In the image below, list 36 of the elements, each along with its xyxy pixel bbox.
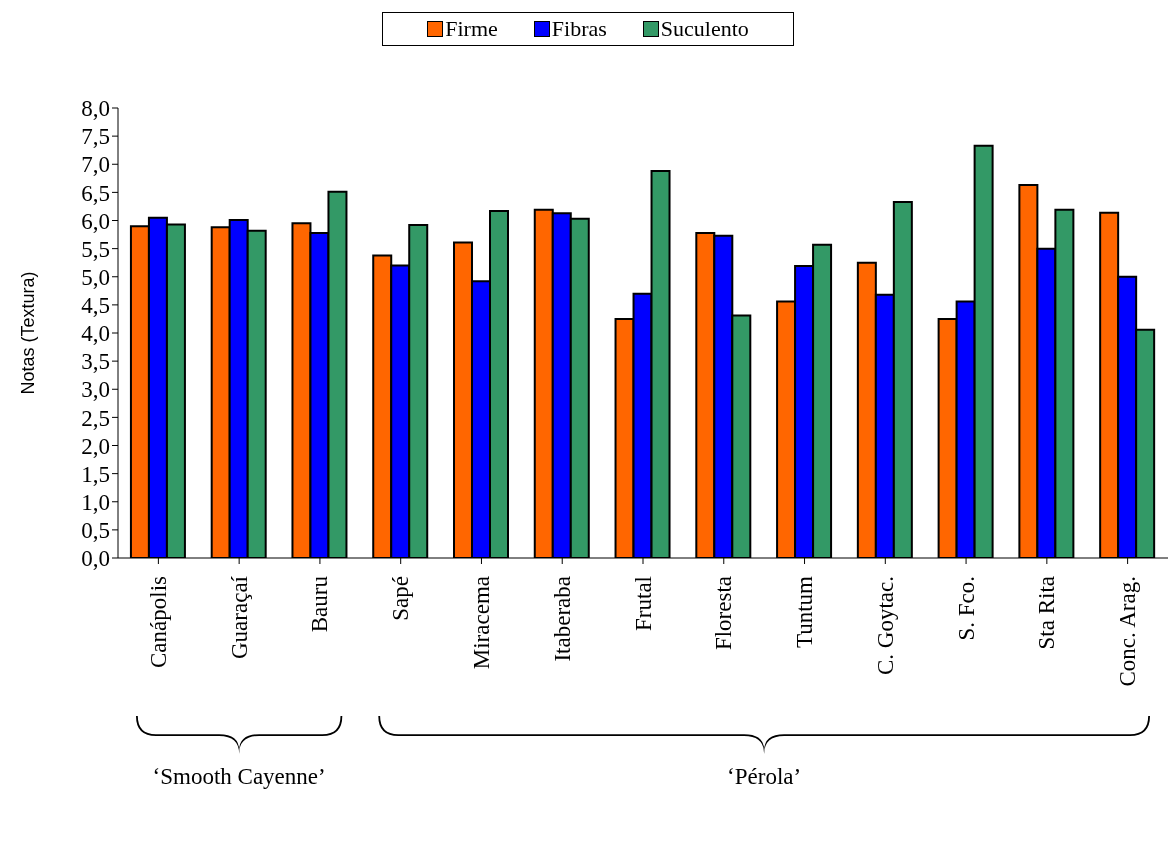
y-tick-label: 7,5 (81, 124, 110, 150)
legend-label: Fibras (551, 16, 607, 42)
x-tick-label: Floresta (711, 576, 737, 651)
y-tick-label: 2,5 (81, 405, 110, 431)
y-tick-label: 6,0 (81, 208, 110, 234)
y-axis-title: Notas (Textura) (18, 271, 39, 395)
y-tick-label: 7,0 (81, 152, 110, 178)
y-tick-label: 4,5 (81, 293, 110, 319)
x-tick-label: Sta Rita (1034, 576, 1060, 650)
x-tick-label: Canápolis (145, 575, 171, 668)
x-tick-label: S. Fco. (953, 576, 979, 641)
legend-label: Firme (445, 16, 498, 42)
x-tick-label: Itaberaba (549, 576, 575, 662)
x-tick-label: Guaraçaí (226, 575, 252, 659)
y-tick-label: 5,0 (81, 264, 110, 290)
y-tick-label: 6,5 (81, 180, 110, 206)
y-tick-label: 5,5 (81, 236, 110, 262)
y-tick-label: 4,0 (81, 321, 110, 347)
y-tick-label: 3,0 (81, 377, 110, 403)
y-tick-label: 1,0 (81, 489, 110, 515)
text: ‘Pérola’ (727, 764, 802, 789)
x-tick-label: Tuntum (792, 575, 818, 649)
y-tick-label: 0,5 (81, 518, 110, 544)
x-tick-label: Sapé (388, 576, 414, 621)
y-tick-label: 2,0 (81, 433, 110, 459)
x-tick-label: Bauru (307, 575, 333, 633)
x-tick-label: Conc. Arag. (1115, 576, 1141, 687)
y-tick-label: 3,5 (81, 349, 110, 375)
x-tick-label: C. Goytac. (872, 576, 898, 676)
y-tick-label: 8,0 (81, 96, 110, 122)
y-tick-label: 1,5 (81, 461, 110, 487)
x-tick-label: Miracema (468, 576, 494, 670)
y-tick-label: 0,0 (81, 546, 110, 572)
text: ‘Smooth Cayenne’ (152, 764, 326, 789)
x-tick-label: Frutal (630, 576, 656, 631)
legend-label: Suculento (660, 16, 749, 42)
